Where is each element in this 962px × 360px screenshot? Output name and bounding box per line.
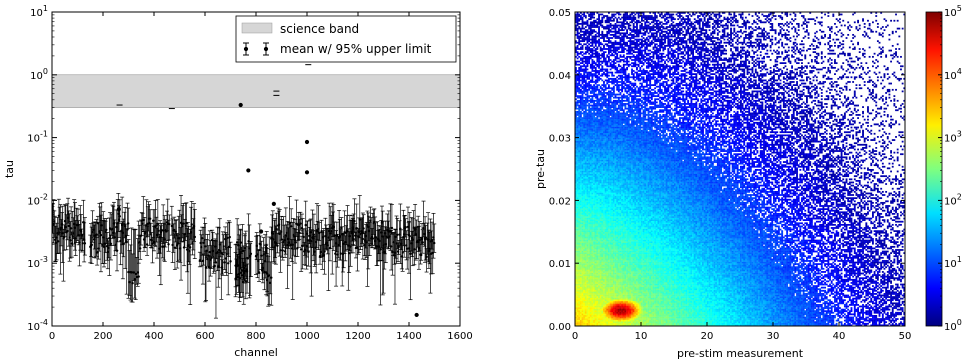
right-xtick-label-4: 40 — [833, 331, 846, 342]
outlier-point-0 — [117, 207, 121, 211]
colorbar: 100 101 102 103 104 105 — [926, 4, 962, 333]
outlier-point-5 — [305, 140, 309, 144]
right-ytick-label-2: 0.02 — [549, 196, 571, 207]
science-band-layer — [52, 75, 460, 108]
outlier-point-3 — [259, 229, 263, 233]
outlier-point-4 — [272, 202, 276, 206]
errorbar — [136, 239, 140, 287]
outlier-point-2 — [246, 168, 250, 172]
errorbar — [135, 257, 139, 284]
left-ytick-label-2: 10-2 — [27, 192, 48, 207]
left-ytick-label-5: 101 — [30, 4, 48, 19]
outlier-point-7 — [415, 313, 419, 317]
right-xlabel: pre-stim measurement — [677, 347, 804, 360]
legend: science band mean w/ 95% upper limit — [236, 16, 456, 62]
right-xtick-label-3: 30 — [767, 331, 780, 342]
errorbar — [134, 229, 138, 299]
left-xtick-label-7: 1400 — [396, 331, 421, 342]
left-xtick-label-6: 1200 — [345, 331, 370, 342]
left-chart: 0 200 400 600 800 1000 1200 1400 1600 10-4 10-3 10-… — [3, 4, 473, 359]
colorbar-tick-label-3: 103 — [944, 130, 962, 145]
right-ylabel: pre-tau — [534, 149, 547, 189]
right-ytick-label-4: 0.04 — [549, 71, 571, 82]
left-xlabel: channel — [234, 346, 278, 359]
science-band — [52, 75, 460, 108]
left-xtick-label-8: 1600 — [447, 331, 472, 342]
right-xtick-label-1: 10 — [635, 331, 648, 342]
colorbar-gradient — [926, 12, 942, 326]
right-ytick-label-1: 0.01 — [549, 259, 571, 270]
right-ytick-label-3: 0.03 — [549, 134, 571, 145]
errorbar — [130, 228, 134, 302]
left-ytick-label-3: 10-1 — [27, 130, 48, 145]
errorbar — [133, 230, 137, 298]
errorbar — [131, 254, 135, 302]
right-ytick-label-5: 0.05 — [549, 8, 571, 19]
left-ytick-label-4: 100 — [30, 67, 48, 82]
right-xtick-label-2: 20 — [701, 331, 714, 342]
legend-band-swatch — [242, 23, 272, 33]
left-xtick-label-5: 1000 — [294, 331, 319, 342]
right-xtick-label-5: 50 — [899, 331, 912, 342]
left-ylabel: tau — [3, 160, 16, 178]
right-ytick-label-0: 0.00 — [549, 322, 571, 333]
errorbar — [127, 240, 131, 299]
errorbar — [267, 237, 271, 305]
errorbar — [277, 211, 281, 230]
colorbar-tick-label-1: 101 — [944, 255, 962, 270]
legend-entry-band: science band — [280, 22, 359, 36]
left-xtick-label-3: 600 — [195, 331, 214, 342]
outlier-point-6 — [305, 170, 309, 174]
errorbar — [126, 208, 130, 229]
left-xtick-label-4: 800 — [246, 331, 265, 342]
colorbar-tick-label-2: 102 — [944, 192, 962, 207]
colorbar-tick-label-0: 100 — [944, 318, 962, 333]
colorbar-tick-label-5: 105 — [944, 4, 962, 19]
right-chart: 0 10 20 30 40 50 0.00 0.01 0.02 0.03 0.04 0.05 pre-… — [534, 4, 962, 360]
right-xtick-label-0: 0 — [572, 331, 578, 342]
left-ytick-label-0: 10-4 — [27, 318, 48, 333]
errorbar — [266, 257, 270, 307]
outlier-point-1 — [239, 103, 243, 107]
left-xtick-label-2: 400 — [144, 331, 163, 342]
errorbar — [228, 222, 232, 247]
left-ytick-label-1: 10-3 — [27, 255, 48, 270]
left-xtick-label-1: 200 — [93, 331, 112, 342]
legend-entry-mean: mean w/ 95% upper limit — [280, 42, 432, 56]
colorbar-tick-label-4: 104 — [944, 67, 962, 82]
left-xtick-label-0: 0 — [49, 331, 55, 342]
